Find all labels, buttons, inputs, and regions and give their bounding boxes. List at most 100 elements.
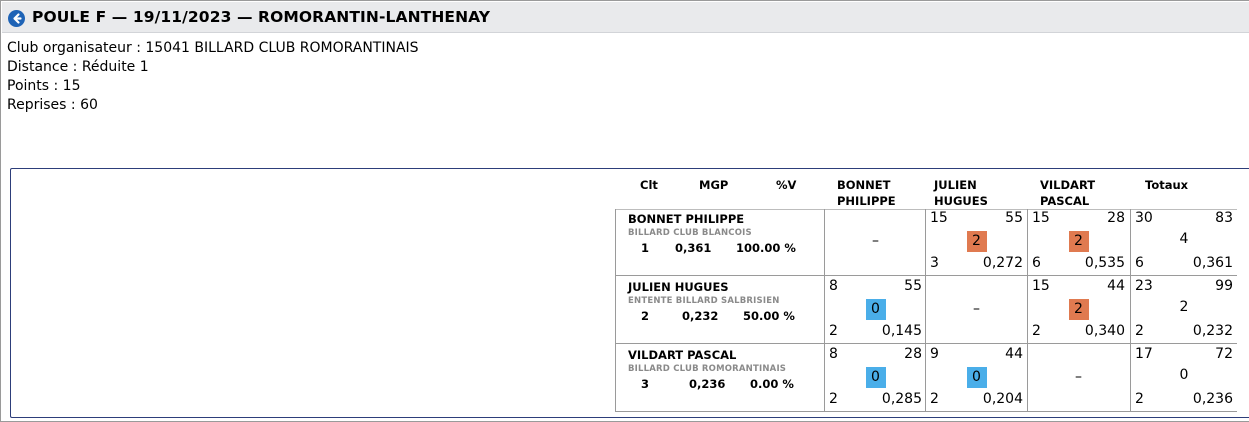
arrow-left-circle-icon[interactable] — [8, 10, 25, 27]
totals-cell: 17 72 0 2 0,236 — [1131, 345, 1237, 412]
cell-moyenne: 0,272 — [982, 255, 1023, 271]
result-cell: 15 28 2 6 0,535 — [1028, 209, 1129, 276]
cell-points: 15 — [930, 210, 948, 226]
match-points-badge: 0 — [966, 367, 987, 388]
totals-cell: 30 83 4 6 0,361 — [1131, 209, 1237, 276]
header-opponent-3-line2: PASCAL — [1040, 194, 1090, 208]
total-points: 30 — [1135, 210, 1153, 226]
match-points-badge: 2 — [1068, 231, 1089, 252]
cell-moyenne: 0,340 — [1084, 323, 1125, 339]
player-mgp: 0,236 — [689, 377, 726, 391]
cell-serie: 2 — [829, 323, 838, 339]
reprises: Reprises : 60 — [7, 97, 98, 113]
result-cell: 15 44 2 2 0,340 — [1028, 277, 1129, 344]
header-clt: Clt — [640, 178, 658, 192]
cell-serie: 2 — [930, 391, 939, 407]
cell-serie: 2 — [1032, 323, 1041, 339]
player-mgp: 0,232 — [682, 309, 719, 323]
match-points-badge: 0 — [865, 367, 886, 388]
player-mgp: 0,361 — [675, 241, 712, 255]
cell-points: 15 — [1032, 278, 1050, 294]
points: Points : 15 — [7, 78, 81, 94]
header-opponent-2-line1: JULIEN — [934, 178, 977, 192]
total-serie: 2 — [1135, 323, 1144, 339]
column-divider — [925, 209, 926, 412]
player-rank: 2 — [641, 309, 650, 323]
cell-reprises: 28 — [1107, 210, 1125, 226]
cell-points: 15 — [1032, 210, 1050, 226]
player-win-percent: 100.00 % — [736, 241, 796, 255]
player-rank: 1 — [641, 241, 650, 255]
row-divider — [615, 411, 1237, 412]
row-divider — [615, 275, 1237, 276]
match-points-badge: 0 — [865, 299, 886, 320]
title-bar: POULE F — 19/11/2023 — ROMORANTIN-LANTHE… — [2, 2, 1249, 33]
cell-serie: 3 — [930, 255, 939, 271]
cell-points: 8 — [829, 278, 838, 294]
cell-reprises: 44 — [1107, 278, 1125, 294]
cell-moyenne: 0,145 — [881, 323, 922, 339]
cell-reprises: 28 — [904, 346, 922, 362]
total-match-points: 0 — [1179, 367, 1189, 383]
total-moyenne: 0,361 — [1192, 255, 1233, 271]
player-club: ENTENTE BILLARD SALBRISIEN — [628, 296, 780, 306]
total-reprises: 99 — [1215, 278, 1233, 294]
header-divider — [615, 209, 1237, 210]
total-points: 17 — [1135, 346, 1153, 362]
player-name: BONNET PHILIPPE — [628, 212, 745, 226]
match-points-badge: 2 — [1068, 299, 1089, 320]
header-pv: %V — [776, 178, 797, 192]
distance: Distance : Réduite 1 — [7, 59, 149, 75]
no-match-dash: – — [973, 301, 980, 317]
cell-moyenne: 0,535 — [1084, 255, 1125, 271]
results-table: Clt MGP %V BONNET PHILIPPE JULIEN HUGUES… — [615, 172, 1237, 412]
total-match-points: 4 — [1179, 231, 1189, 247]
cell-moyenne: 0,204 — [982, 391, 1023, 407]
result-cell: 15 55 2 3 0,272 — [926, 209, 1027, 276]
player-name: VILDART PASCAL — [628, 348, 737, 362]
header-opponent-1: BONNET PHILIPPE — [837, 177, 896, 209]
result-cell-self: – — [825, 209, 926, 276]
cell-reprises: 55 — [904, 278, 922, 294]
cell-reprises: 55 — [1005, 210, 1023, 226]
header-opponent-3-line1: VILDART — [1040, 178, 1096, 192]
total-serie: 2 — [1135, 391, 1144, 407]
player-name: JULIEN HUGUES — [628, 280, 729, 294]
total-moyenne: 0,236 — [1192, 391, 1233, 407]
cell-points: 8 — [829, 346, 838, 362]
results-panel — [10, 168, 1249, 418]
player-club: BILLARD CLUB ROMORANTINAIS — [628, 364, 787, 374]
cell-points: 9 — [930, 346, 939, 362]
cell-reprises: 44 — [1005, 346, 1023, 362]
no-match-dash: – — [872, 233, 879, 249]
column-divider — [824, 209, 825, 412]
total-reprises: 72 — [1215, 346, 1233, 362]
column-divider — [1130, 209, 1131, 412]
totals-cell: 23 99 2 2 0,232 — [1131, 277, 1237, 344]
player-club: BILLARD CLUB BLANCOIS — [628, 228, 752, 238]
player-win-percent: 50.00 % — [743, 309, 795, 323]
header-opponent-1-line2: PHILIPPE — [837, 194, 896, 208]
page-title: POULE F — 19/11/2023 — ROMORANTIN-LANTHE… — [32, 8, 491, 26]
header-opponent-2-line2: HUGUES — [934, 194, 988, 208]
header-opponent-2: JULIEN HUGUES — [934, 177, 988, 209]
total-points: 23 — [1135, 278, 1153, 294]
header-opponent-3: VILDART PASCAL — [1040, 177, 1095, 209]
player-rank: 3 — [641, 377, 650, 391]
organizer-club: Club organisateur : 15041 BILLARD CLUB R… — [7, 40, 419, 56]
no-match-dash: – — [1075, 369, 1082, 385]
column-divider — [615, 209, 616, 412]
result-cell: 8 28 0 2 0,285 — [825, 345, 926, 412]
total-reprises: 83 — [1215, 210, 1233, 226]
column-divider — [1027, 209, 1028, 412]
result-cell-self: – — [1028, 345, 1129, 412]
player-win-percent: 0.00 % — [750, 377, 794, 391]
match-points-badge: 2 — [966, 231, 987, 252]
cell-moyenne: 0,285 — [881, 391, 922, 407]
event-info: Club organisateur : 15041 BILLARD CLUB R… — [7, 39, 419, 115]
result-cell-self: – — [926, 277, 1027, 344]
cell-serie: 2 — [829, 391, 838, 407]
result-cell: 8 55 0 2 0,145 — [825, 277, 926, 344]
row-divider — [615, 343, 1237, 344]
